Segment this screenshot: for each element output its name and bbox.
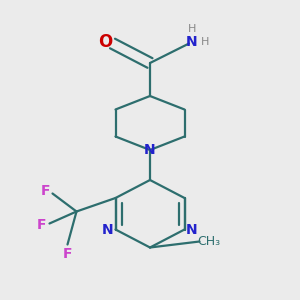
Text: H: H — [201, 37, 210, 47]
Text: H: H — [188, 24, 196, 34]
Text: F: F — [63, 247, 72, 260]
Text: N: N — [186, 223, 198, 236]
Text: O: O — [98, 33, 112, 51]
Text: CH₃: CH₃ — [197, 235, 220, 248]
Text: F: F — [36, 218, 46, 232]
Text: N: N — [186, 35, 198, 49]
Text: N: N — [102, 223, 114, 236]
Text: F: F — [40, 184, 50, 198]
Text: N: N — [144, 143, 156, 157]
